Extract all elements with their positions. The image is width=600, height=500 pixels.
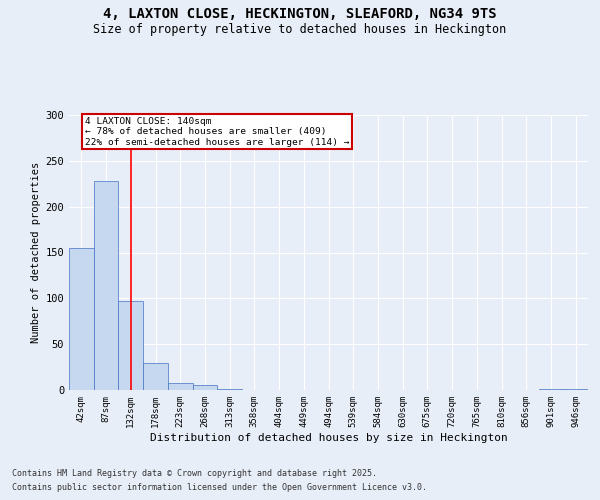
Text: 4, LAXTON CLOSE, HECKINGTON, SLEAFORD, NG34 9TS: 4, LAXTON CLOSE, HECKINGTON, SLEAFORD, N… xyxy=(103,8,497,22)
Bar xyxy=(539,389,563,390)
Bar xyxy=(193,384,217,390)
Text: Contains public sector information licensed under the Open Government Licence v3: Contains public sector information licen… xyxy=(12,484,427,492)
Bar xyxy=(94,181,118,390)
Bar xyxy=(217,389,242,390)
Text: 4 LAXTON CLOSE: 140sqm
← 78% of detached houses are smaller (409)
22% of semi-de: 4 LAXTON CLOSE: 140sqm ← 78% of detached… xyxy=(85,117,350,146)
Text: Size of property relative to detached houses in Heckington: Size of property relative to detached ho… xyxy=(94,22,506,36)
X-axis label: Distribution of detached houses by size in Heckington: Distribution of detached houses by size … xyxy=(149,432,508,442)
Bar xyxy=(118,301,143,390)
Bar xyxy=(69,248,94,390)
Y-axis label: Number of detached properties: Number of detached properties xyxy=(31,162,41,343)
Bar xyxy=(143,362,168,390)
Bar xyxy=(563,389,588,390)
Text: Contains HM Land Registry data © Crown copyright and database right 2025.: Contains HM Land Registry data © Crown c… xyxy=(12,468,377,477)
Bar xyxy=(168,382,193,390)
